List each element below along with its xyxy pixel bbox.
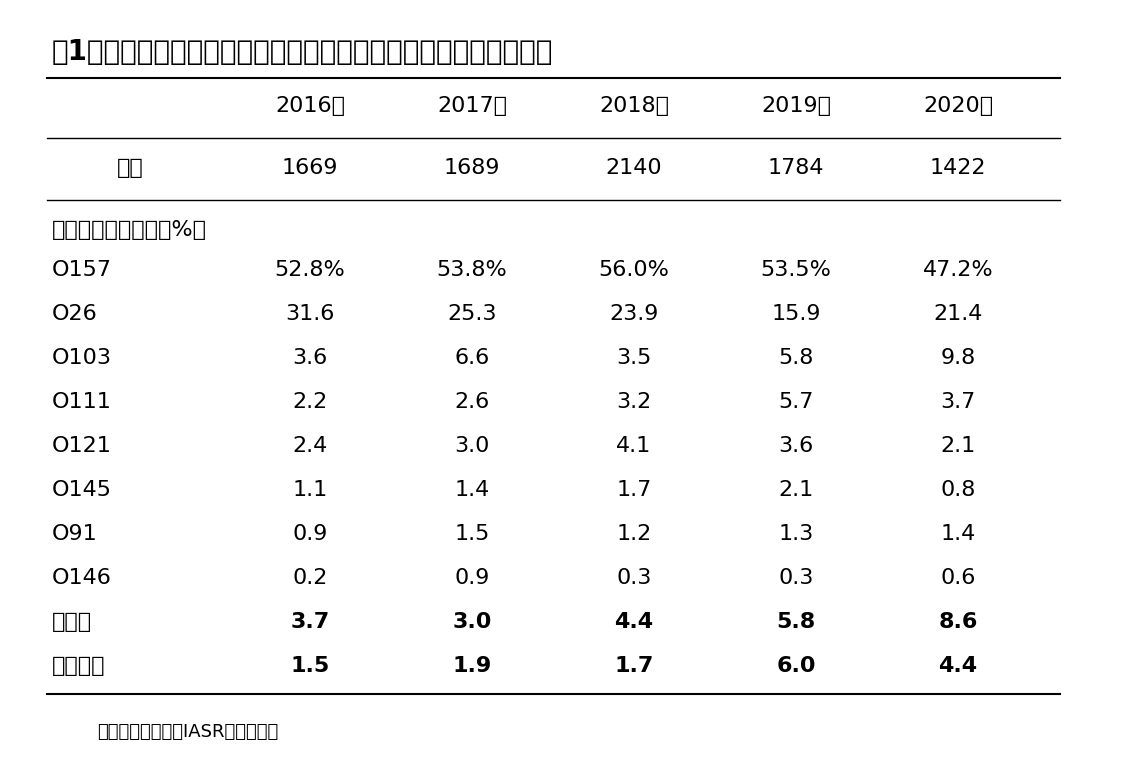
Text: 1.1: 1.1 [293, 480, 328, 500]
Text: 3.6: 3.6 [778, 436, 814, 456]
Text: 25.3: 25.3 [447, 304, 497, 324]
Text: 3.6: 3.6 [293, 348, 328, 368]
Text: 47.2%: 47.2% [922, 260, 993, 280]
Text: 0.6: 0.6 [940, 568, 976, 588]
Text: O145: O145 [52, 480, 111, 500]
Text: 0.9: 0.9 [293, 524, 328, 544]
Text: 0.3: 0.3 [778, 568, 814, 588]
Text: 5.7: 5.7 [778, 392, 814, 412]
Text: 5.8: 5.8 [776, 612, 815, 632]
Text: 総数: 総数 [117, 158, 143, 178]
Text: 1.3: 1.3 [778, 524, 814, 544]
Text: 1.7: 1.7 [616, 480, 652, 500]
Text: 31.6: 31.6 [285, 304, 334, 324]
Text: 0.9: 0.9 [454, 568, 490, 588]
Text: 3.0: 3.0 [453, 612, 492, 632]
Text: 23.9: 23.9 [609, 304, 659, 324]
Text: 3.7: 3.7 [940, 392, 975, 412]
Text: O157: O157 [52, 260, 111, 280]
Text: 1.5: 1.5 [454, 524, 490, 544]
Text: 4.4: 4.4 [615, 612, 653, 632]
Text: 1.2: 1.2 [616, 524, 652, 544]
Text: 3.0: 3.0 [454, 436, 490, 456]
Text: 8.6: 8.6 [938, 612, 977, 632]
Text: 4.4: 4.4 [938, 656, 977, 676]
Text: 56.0%: 56.0% [599, 260, 670, 280]
Text: O103: O103 [52, 348, 111, 368]
Text: O111: O111 [52, 392, 111, 412]
Text: 国立感染症研究所IASRを基に作成: 国立感染症研究所IASRを基に作成 [97, 723, 278, 741]
Text: 1.5: 1.5 [291, 656, 330, 676]
Text: 2019年: 2019年 [761, 96, 831, 116]
Text: 表1．わが国で分離されたヒト由来腸管出血性大腸菌の主な血清群: 表1．わが国で分離されたヒト由来腸管出血性大腸菌の主な血清群 [52, 38, 553, 66]
Text: 53.8%: 53.8% [437, 260, 508, 280]
Text: 1.7: 1.7 [615, 656, 654, 676]
Text: O146: O146 [52, 568, 111, 588]
Text: 2.6: 2.6 [455, 392, 490, 412]
Text: 2018年: 2018年 [599, 96, 669, 116]
Text: 0.8: 0.8 [940, 480, 976, 500]
Text: O121: O121 [52, 436, 111, 456]
Text: O91: O91 [52, 524, 98, 544]
Text: 2017年: 2017年 [437, 96, 507, 116]
Text: 3.2: 3.2 [616, 392, 652, 412]
Text: 15.9: 15.9 [771, 304, 821, 324]
Text: 21.4: 21.4 [933, 304, 983, 324]
Text: 6.0: 6.0 [776, 656, 815, 676]
Text: 型別不能: 型別不能 [52, 656, 106, 676]
Text: 1784: 1784 [768, 158, 824, 178]
Text: 1422: 1422 [930, 158, 986, 178]
Text: 1.4: 1.4 [455, 480, 490, 500]
Text: 53.5%: 53.5% [760, 260, 831, 280]
Text: 0.2: 0.2 [293, 568, 328, 588]
Text: 5.8: 5.8 [778, 348, 814, 368]
Text: 3.5: 3.5 [616, 348, 652, 368]
Text: 4.1: 4.1 [616, 436, 652, 456]
Text: 2020年: 2020年 [923, 96, 993, 116]
Text: その他: その他 [52, 612, 92, 632]
Text: 2016年: 2016年 [275, 96, 345, 116]
Text: 6.6: 6.6 [455, 348, 490, 368]
Text: 1669: 1669 [282, 158, 338, 178]
Text: 1.4: 1.4 [940, 524, 975, 544]
Text: 3.7: 3.7 [291, 612, 330, 632]
Text: 2.1: 2.1 [940, 436, 975, 456]
Text: 52.8%: 52.8% [275, 260, 346, 280]
Text: 2.1: 2.1 [778, 480, 814, 500]
Text: 各血清群の分離数（%）: 各血清群の分離数（%） [52, 220, 207, 240]
Text: O26: O26 [52, 304, 98, 324]
Text: 2140: 2140 [606, 158, 662, 178]
Text: 1.9: 1.9 [453, 656, 492, 676]
Text: 1689: 1689 [444, 158, 500, 178]
Text: 2.4: 2.4 [293, 436, 328, 456]
Text: 9.8: 9.8 [940, 348, 975, 368]
Text: 2.2: 2.2 [293, 392, 328, 412]
Text: 0.3: 0.3 [616, 568, 652, 588]
